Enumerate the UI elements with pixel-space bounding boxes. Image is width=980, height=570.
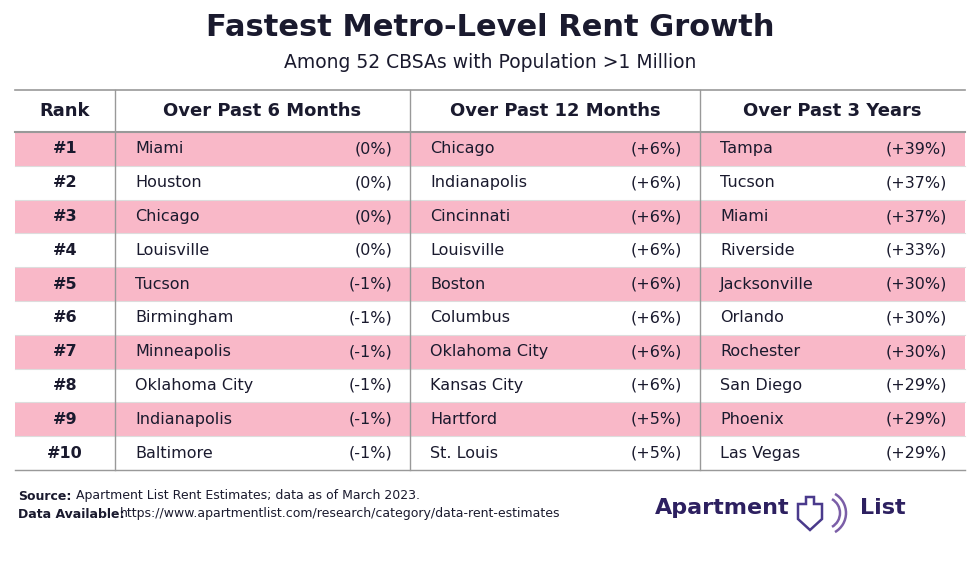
Text: #3: #3	[53, 209, 77, 224]
Text: Over Past 6 Months: Over Past 6 Months	[164, 102, 362, 120]
Text: https://www.apartmentlist.com/research/category/data-rent-estimates: https://www.apartmentlist.com/research/c…	[120, 507, 561, 520]
Text: Columbus: Columbus	[430, 311, 510, 325]
Text: Louisville: Louisville	[135, 243, 210, 258]
Text: Apartment: Apartment	[656, 498, 790, 518]
Text: Miami: Miami	[720, 209, 768, 224]
Text: Houston: Houston	[135, 175, 202, 190]
Text: Tucson: Tucson	[135, 276, 190, 292]
Text: (+39%): (+39%)	[886, 141, 947, 156]
Text: (+30%): (+30%)	[886, 276, 947, 292]
Text: (+30%): (+30%)	[886, 311, 947, 325]
Text: (+6%): (+6%)	[630, 175, 682, 190]
Text: St. Louis: St. Louis	[430, 446, 498, 461]
Text: Tucson: Tucson	[720, 175, 775, 190]
Text: (+5%): (+5%)	[630, 446, 682, 461]
Text: (+37%): (+37%)	[886, 209, 947, 224]
Text: Jacksonville: Jacksonville	[720, 276, 813, 292]
Text: Orlando: Orlando	[720, 311, 784, 325]
Text: Indianapolis: Indianapolis	[135, 412, 232, 427]
Text: Phoenix: Phoenix	[720, 412, 784, 427]
Bar	[15, 233, 965, 267]
Text: (-1%): (-1%)	[348, 378, 392, 393]
Text: (0%): (0%)	[354, 243, 392, 258]
Text: (+29%): (+29%)	[886, 446, 947, 461]
Text: Kansas City: Kansas City	[430, 378, 523, 393]
Bar	[15, 166, 965, 199]
Text: (+6%): (+6%)	[630, 311, 682, 325]
Text: Source:: Source:	[18, 490, 72, 503]
Text: #9: #9	[53, 412, 77, 427]
Text: Rochester: Rochester	[720, 344, 800, 359]
Text: (+6%): (+6%)	[630, 378, 682, 393]
Bar	[15, 132, 965, 166]
Text: Over Past 12 Months: Over Past 12 Months	[450, 102, 661, 120]
Text: Rank: Rank	[40, 102, 90, 120]
Text: (-1%): (-1%)	[348, 276, 392, 292]
Text: San Diego: San Diego	[720, 378, 802, 393]
Text: (+6%): (+6%)	[630, 344, 682, 359]
Text: (+5%): (+5%)	[630, 412, 682, 427]
Text: Oklahoma City: Oklahoma City	[430, 344, 548, 359]
Text: (+37%): (+37%)	[886, 175, 947, 190]
Text: Among 52 CBSAs with Population >1 Million: Among 52 CBSAs with Population >1 Millio…	[284, 52, 696, 71]
Text: (+33%): (+33%)	[886, 243, 947, 258]
Text: Oklahoma City: Oklahoma City	[135, 378, 253, 393]
Text: Louisville: Louisville	[430, 243, 505, 258]
Text: (-1%): (-1%)	[348, 412, 392, 427]
Text: Riverside: Riverside	[720, 243, 795, 258]
Text: #8: #8	[53, 378, 77, 393]
Text: #2: #2	[53, 175, 77, 190]
Bar	[15, 369, 965, 402]
Text: Baltimore: Baltimore	[135, 446, 213, 461]
Text: Cincinnati: Cincinnati	[430, 209, 511, 224]
Text: #4: #4	[53, 243, 77, 258]
Text: Chicago: Chicago	[430, 141, 495, 156]
Text: #10: #10	[47, 446, 83, 461]
Text: #6: #6	[53, 311, 77, 325]
Text: Indianapolis: Indianapolis	[430, 175, 527, 190]
Text: Minneapolis: Minneapolis	[135, 344, 231, 359]
Text: Miami: Miami	[135, 141, 183, 156]
Text: (+6%): (+6%)	[630, 243, 682, 258]
Text: (-1%): (-1%)	[348, 446, 392, 461]
Text: Apartment List Rent Estimates; data as of March 2023.: Apartment List Rent Estimates; data as o…	[76, 490, 420, 503]
Bar	[15, 267, 965, 301]
Bar	[15, 335, 965, 369]
Text: (+29%): (+29%)	[886, 412, 947, 427]
Text: #1: #1	[53, 141, 77, 156]
Bar	[15, 200, 965, 233]
Text: (0%): (0%)	[354, 141, 392, 156]
Text: Boston: Boston	[430, 276, 485, 292]
Text: Birmingham: Birmingham	[135, 311, 233, 325]
Text: (+6%): (+6%)	[630, 209, 682, 224]
Text: #5: #5	[53, 276, 77, 292]
Text: Fastest Metro-Level Rent Growth: Fastest Metro-Level Rent Growth	[206, 14, 774, 43]
Text: Tampa: Tampa	[720, 141, 773, 156]
Text: List: List	[860, 498, 906, 518]
Text: Hartford: Hartford	[430, 412, 497, 427]
Text: (+6%): (+6%)	[630, 141, 682, 156]
Text: Chicago: Chicago	[135, 209, 200, 224]
Text: #7: #7	[53, 344, 77, 359]
Text: (+30%): (+30%)	[886, 344, 947, 359]
Text: Over Past 3 Years: Over Past 3 Years	[743, 102, 922, 120]
Text: (+29%): (+29%)	[886, 378, 947, 393]
Text: Las Vegas: Las Vegas	[720, 446, 800, 461]
Bar	[15, 402, 965, 436]
Bar	[15, 436, 965, 470]
Text: (0%): (0%)	[354, 175, 392, 190]
Text: Data Available:: Data Available:	[18, 507, 124, 520]
Text: (0%): (0%)	[354, 209, 392, 224]
Text: (-1%): (-1%)	[348, 344, 392, 359]
Text: (+6%): (+6%)	[630, 276, 682, 292]
Text: (-1%): (-1%)	[348, 311, 392, 325]
Bar	[15, 301, 965, 335]
